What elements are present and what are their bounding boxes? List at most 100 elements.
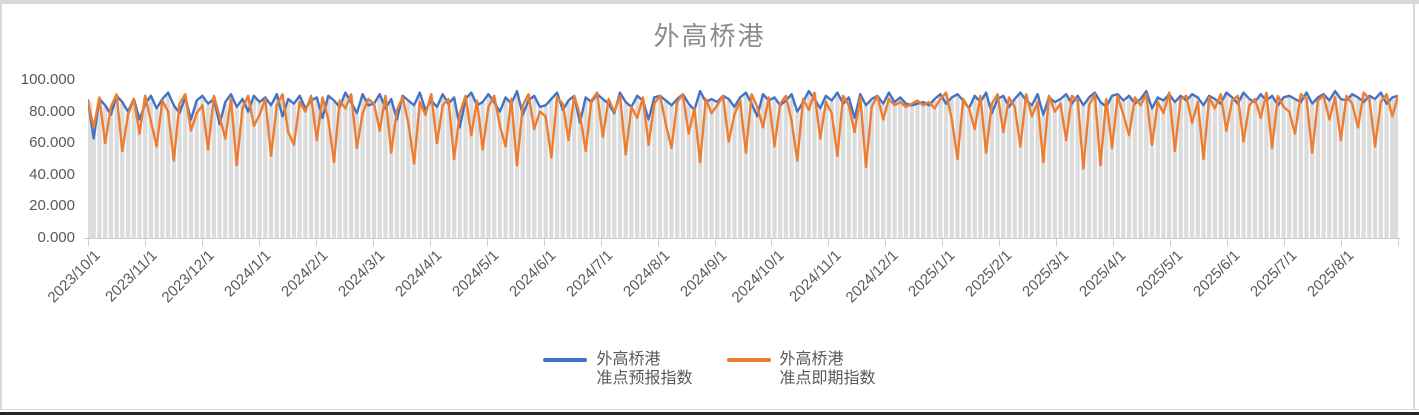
drop-line <box>600 99 605 239</box>
drop-line <box>1126 96 1132 238</box>
x-tick-label: 2025/6/1 <box>1189 247 1244 301</box>
drop-line <box>629 107 634 238</box>
frame-border-right <box>1413 0 1415 410</box>
drop-line <box>686 104 691 238</box>
drop-line <box>623 103 628 238</box>
drop-line <box>709 99 714 239</box>
frame-border-top <box>0 0 1419 4</box>
drop-line <box>589 101 594 238</box>
drop-line <box>120 103 125 238</box>
drop-line <box>1315 98 1321 238</box>
drop-line <box>314 98 319 238</box>
x-axis-tick <box>315 239 317 246</box>
drop-line <box>726 99 731 239</box>
drop-line <box>383 96 388 238</box>
drop-line <box>1321 95 1326 238</box>
drop-line <box>737 98 743 238</box>
drop-line <box>457 114 462 238</box>
drop-line <box>1018 93 1023 238</box>
drop-line <box>171 106 176 238</box>
drop-line <box>200 96 205 238</box>
drop-line <box>938 95 943 238</box>
drop-line <box>360 95 365 238</box>
drop-line <box>308 96 314 238</box>
drop-line <box>286 99 291 239</box>
drop-line <box>1298 95 1303 238</box>
drop-line <box>646 120 651 238</box>
drop-line <box>898 98 903 238</box>
drop-line <box>451 98 457 238</box>
drop-line <box>177 104 182 238</box>
legend-item-forecast: 外高桥港 准点预报指数 <box>543 350 693 388</box>
drop-line <box>1161 101 1166 238</box>
drop-line <box>503 98 508 238</box>
drop-line <box>526 95 531 238</box>
drop-line <box>1327 101 1332 238</box>
drop-line <box>669 106 674 238</box>
drop-line <box>932 99 937 239</box>
drop-line <box>760 95 766 238</box>
drop-line <box>1372 99 1378 239</box>
drop-line <box>732 107 737 238</box>
drop-line <box>1069 96 1075 238</box>
drop-line <box>657 96 663 238</box>
drop-line <box>640 98 646 238</box>
drop-line <box>1006 98 1012 238</box>
drop-line <box>297 96 302 238</box>
drop-line <box>1201 106 1206 238</box>
legend-spot-line2: 准点即期指数 <box>779 370 876 387</box>
drop-line <box>1052 103 1057 238</box>
x-axis-tick <box>657 239 659 246</box>
x-axis-tick <box>1341 239 1343 246</box>
x-tick-label: 2025/1/1 <box>905 247 959 301</box>
x-tick-label: 2024/9/1 <box>677 247 731 301</box>
x-tick-label: 2025/7/1 <box>1246 247 1301 301</box>
drop-line <box>743 93 749 238</box>
x-tick-label: 2025/2/1 <box>962 247 1016 301</box>
drop-line <box>703 99 708 239</box>
drop-line <box>955 95 960 238</box>
drop-line <box>863 106 869 238</box>
x-tick-label: 2024/2/1 <box>278 247 332 301</box>
y-tick-label: 80.000 <box>29 102 75 120</box>
y-tick-label: 100.000 <box>20 71 75 88</box>
drop-line <box>1224 93 1229 238</box>
drop-line <box>274 95 279 238</box>
drop-line <box>1304 93 1309 238</box>
legend-forecast-line2: 准点预报指数 <box>596 370 693 387</box>
drop-line <box>966 109 972 238</box>
drop-line <box>1247 99 1252 239</box>
drop-line <box>829 101 834 238</box>
drop-line <box>423 111 428 238</box>
drop-line <box>778 104 783 238</box>
drop-line <box>1252 99 1258 239</box>
drop-line <box>194 101 199 238</box>
drop-line <box>1310 104 1315 238</box>
drop-line <box>234 107 239 238</box>
drop-line <box>594 93 600 238</box>
drop-line <box>1121 101 1126 238</box>
drop-line <box>875 96 880 238</box>
drop-line <box>337 101 342 238</box>
drop-line <box>480 103 485 238</box>
drop-line <box>852 118 857 238</box>
frame-border-bottom-dark <box>0 412 1419 415</box>
drop-line <box>1218 95 1223 238</box>
x-tick-label: 2024/10/1 <box>728 247 788 307</box>
drop-line <box>972 96 977 238</box>
drop-line <box>1338 99 1343 239</box>
drop-line <box>869 99 874 239</box>
x-axis-tick <box>714 239 716 246</box>
drop-line <box>1104 99 1109 239</box>
spot-index-line <box>88 91 1398 170</box>
drop-line <box>532 96 537 238</box>
drop-line <box>1064 95 1069 238</box>
drop-line <box>268 106 274 238</box>
legend-item-spot: 外高桥港 准点即期指数 <box>726 350 876 388</box>
drop-line <box>125 112 131 238</box>
drop-line <box>983 93 989 238</box>
drop-line <box>1024 95 1029 238</box>
drop-line <box>543 106 548 238</box>
chart-title: 外高桥港 <box>653 21 766 51</box>
drop-line <box>989 104 994 238</box>
